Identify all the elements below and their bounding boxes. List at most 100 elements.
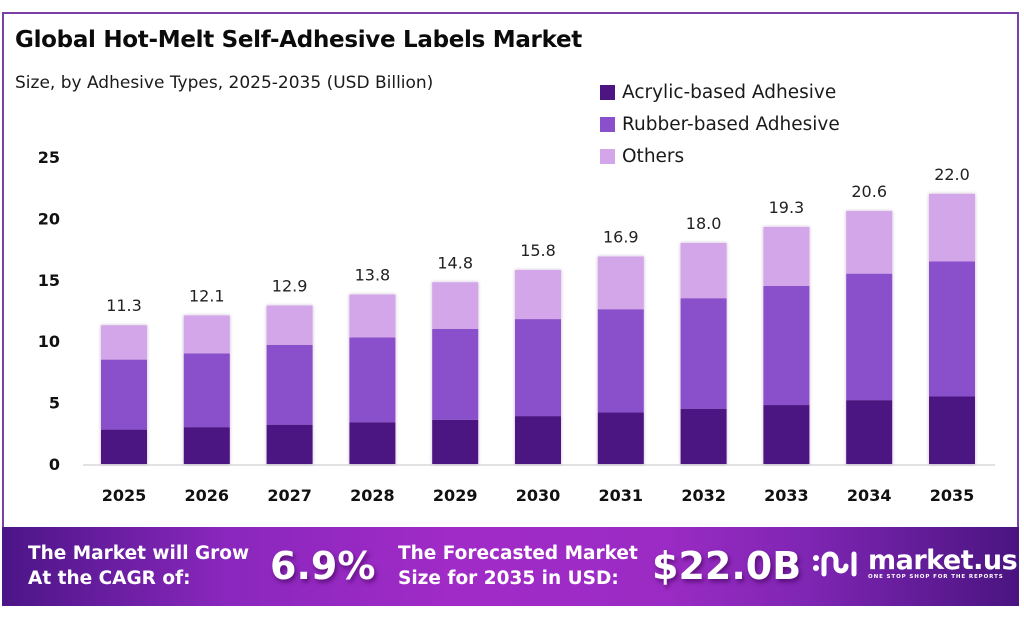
- forecast-label-line2: Size for 2035 in USD:: [398, 568, 619, 589]
- x-tick-label: 2026: [185, 486, 230, 505]
- bar-segment-rubber-2034: [846, 273, 893, 401]
- bar-segment-rubber-2027: [266, 344, 313, 425]
- bar-total-label: 11.3: [106, 296, 142, 315]
- bar-segment-rubber-2028: [349, 337, 396, 423]
- bar-segment-rubber-2033: [763, 285, 810, 406]
- forecast-label: The Forecasted Market Size for 2035 in U…: [398, 541, 638, 591]
- x-tick-label: 2031: [599, 486, 644, 505]
- bar-2028: [349, 294, 396, 464]
- x-tick-label: 2032: [681, 486, 726, 505]
- bar-total-label: 18.0: [686, 214, 722, 233]
- bar-segment-acrylic-2029: [432, 419, 479, 464]
- summary-banner: [2, 527, 1019, 606]
- bar-segment-acrylic-2028: [349, 422, 396, 464]
- bar-total-label: 14.8: [437, 253, 473, 272]
- bar-segment-others-2028: [349, 294, 396, 338]
- bar-segment-acrylic-2030: [515, 416, 561, 464]
- legend-swatch-rubber: [600, 116, 615, 132]
- x-tick-label: 2033: [764, 486, 809, 505]
- bar-segment-others-2027: [266, 305, 313, 345]
- bar-2025: [101, 325, 147, 464]
- cagr-value: 6.9%: [270, 544, 376, 588]
- cagr-label: The Market will Grow At the CAGR of:: [28, 541, 249, 591]
- legend-item-acrylic: Acrylic-based Adhesive: [600, 76, 840, 108]
- bar-2027: [266, 305, 313, 464]
- bar-segment-rubber-2029: [432, 328, 479, 420]
- bar-total-label: 15.8: [520, 241, 556, 260]
- legend-label-rubber: Rubber-based Adhesive: [622, 113, 840, 135]
- bar-segment-rubber-2031: [597, 309, 644, 413]
- forecast-value: $22.0B: [652, 544, 802, 588]
- chart-subtitle: Size, by Adhesive Types, 2025-2035 (USD …: [15, 73, 434, 93]
- bar-2033: [763, 226, 810, 464]
- x-tick-label: 2027: [267, 486, 312, 505]
- bar-total-label: 13.8: [355, 266, 391, 285]
- logo-tagline: ONE STOP SHOP FOR THE REPORTS: [868, 574, 1004, 580]
- cagr-label-line1: The Market will Grow: [28, 543, 250, 564]
- bar-segment-acrylic-2035: [929, 396, 975, 464]
- bar-2035: [929, 193, 975, 464]
- y-tick-label: 5: [49, 394, 60, 413]
- bars: 11.3 12.1 12.9 13.8 14.8 15.8 16.9 18.0 19.3 20.6…: [101, 165, 975, 464]
- bar-segment-rubber-2032: [680, 298, 727, 409]
- chart-title: Global Hot-Melt Self-Adhesive Labels Mar…: [15, 27, 582, 53]
- bar-segment-rubber-2026: [183, 353, 230, 428]
- bar-segment-others-2025: [101, 325, 147, 360]
- legend: Acrylic-based Adhesive Rubber-based Adhe…: [600, 76, 840, 172]
- y-tick-label: 0: [49, 455, 60, 474]
- bar-total-label: 19.3: [769, 198, 805, 217]
- legend-swatch-acrylic: [600, 84, 615, 100]
- bar-segment-acrylic-2032: [680, 408, 727, 464]
- legend-label-others: Others: [622, 145, 685, 167]
- x-axis: 2025 2026 2027 2028 2029 2030 2031 2032 2033 2034…: [102, 486, 975, 505]
- bar-segment-acrylic-2025: [101, 429, 147, 464]
- market-us-logo-icon: [813, 551, 857, 577]
- market-us-logo: market.us ONE STOP SHOP FOR THE REPORTS: [812, 545, 1018, 582]
- bar-total-label: 12.9: [272, 277, 308, 296]
- y-tick-label: 15: [38, 271, 60, 290]
- bar-segment-acrylic-2034: [846, 400, 893, 464]
- y-axis: 0 5 10 15 20 25: [38, 148, 60, 474]
- bar-segment-others-2035: [929, 193, 975, 262]
- bar-2030: [515, 269, 561, 464]
- bar-segment-others-2032: [680, 242, 727, 299]
- x-tick-label: 2025: [102, 486, 147, 505]
- bar-segment-rubber-2035: [929, 261, 975, 397]
- bar-segment-acrylic-2031: [597, 412, 644, 464]
- cagr-label-line2: At the CAGR of:: [28, 568, 191, 589]
- x-tick-label: 2028: [350, 486, 395, 505]
- x-tick-label: 2034: [847, 486, 892, 505]
- bar-segment-rubber-2025: [101, 359, 147, 430]
- bar-segment-others-2031: [597, 256, 644, 310]
- x-tick-label: 2029: [433, 486, 478, 505]
- chart-frame: [2, 12, 1019, 606]
- bar-segment-acrylic-2026: [183, 427, 230, 464]
- bar-total-label: 12.1: [189, 286, 225, 305]
- bar-segment-others-2033: [763, 226, 810, 286]
- x-tick-label: 2035: [930, 486, 975, 505]
- bar-2029: [432, 282, 479, 464]
- bar-segment-acrylic-2033: [763, 405, 810, 464]
- bar-total-label: 22.0: [934, 165, 970, 184]
- bar-segment-others-2029: [432, 282, 479, 329]
- bar-segment-others-2030: [515, 269, 561, 320]
- bar-total-label: 16.9: [603, 227, 639, 246]
- y-tick-label: 20: [38, 209, 60, 228]
- bar-segment-others-2026: [183, 315, 230, 354]
- logo-name: market.us: [868, 545, 1018, 576]
- forecast-label-line1: The Forecasted Market: [398, 543, 638, 564]
- y-tick-label: 25: [38, 148, 60, 167]
- x-tick-label: 2030: [516, 486, 561, 505]
- legend-item-rubber: Rubber-based Adhesive: [600, 108, 840, 140]
- bar-total-label: 20.6: [851, 182, 887, 201]
- bar-2032: [680, 242, 727, 464]
- bar-2031: [597, 256, 644, 464]
- bar-segment-rubber-2030: [515, 319, 561, 417]
- bar-segment-acrylic-2027: [266, 424, 313, 464]
- legend-swatch-others: [600, 148, 615, 164]
- y-tick-label: 10: [38, 332, 60, 351]
- legend-label-acrylic: Acrylic-based Adhesive: [622, 81, 837, 103]
- legend-item-others: Others: [600, 140, 840, 172]
- bar-2034: [846, 211, 893, 464]
